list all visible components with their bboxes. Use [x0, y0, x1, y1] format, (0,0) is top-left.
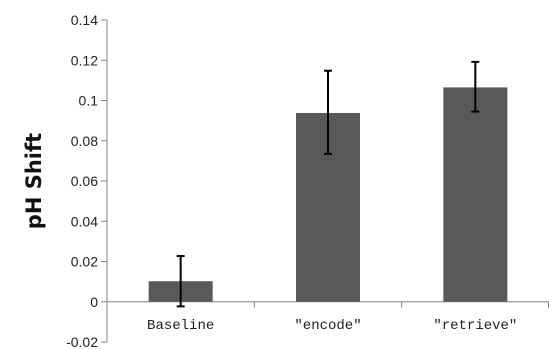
x-tick-label: "retrieve" [433, 318, 517, 334]
y-tick-label: 0.04 [71, 213, 98, 229]
bar [443, 87, 508, 302]
y-tick-label: 0.08 [71, 133, 98, 149]
y-tick-label: 0.12 [71, 52, 98, 68]
y-tick-label: 0.14 [71, 12, 98, 28]
y-tick-label: 0.1 [79, 93, 99, 109]
y-axis-title: pH Shift [22, 133, 46, 229]
y-tick-label: -0.02 [66, 334, 98, 349]
y-tick-label: 0.02 [71, 254, 98, 270]
y-tick-label: 0 [90, 294, 98, 310]
x-tick-label: "encode" [294, 318, 361, 334]
x-tick-label: Baseline [147, 318, 214, 334]
y-tick-label: 0.06 [71, 173, 98, 189]
